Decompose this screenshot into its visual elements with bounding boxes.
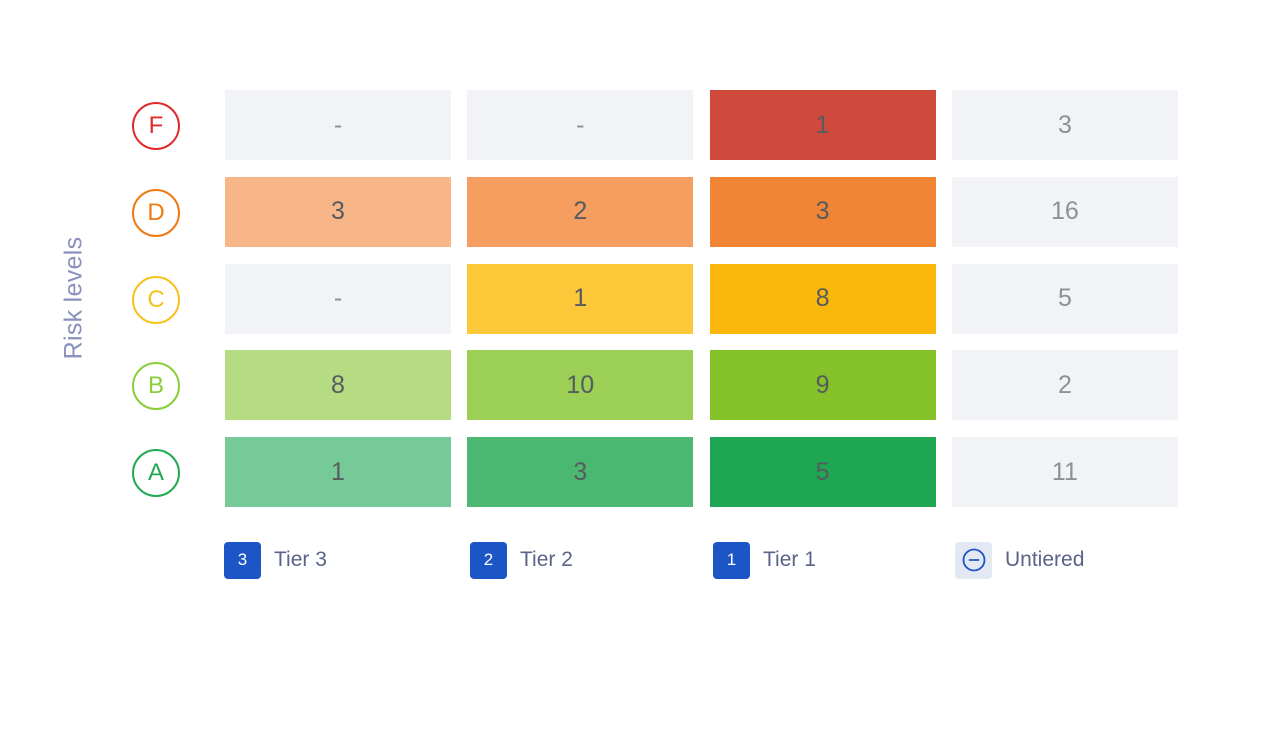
- risk-level-badge-b: B: [132, 362, 180, 411]
- heatmap-cell-b-tier-1[interactable]: 9: [709, 350, 936, 421]
- y-axis-label: Risk levels: [59, 236, 88, 360]
- risk-level-badge-a: A: [132, 449, 180, 498]
- legend-item-tier-3: 3 Tier 3: [224, 541, 327, 579]
- heatmap-cell-d-tier-3[interactable]: 3: [225, 176, 451, 247]
- heatmap-cell-a-tier-3[interactable]: 1: [225, 437, 451, 508]
- heatmap-cell-c-tier-3[interactable]: -: [225, 263, 451, 334]
- heatmap-cell-b-tier-3[interactable]: 8: [225, 350, 451, 421]
- heatmap-cell-c-untiered[interactable]: 5: [951, 263, 1178, 334]
- heatmap-cell-d-untiered[interactable]: 16: [951, 176, 1178, 247]
- heatmap-cell-b-untiered[interactable]: 2: [951, 350, 1178, 421]
- heatmap-cell-d-tier-1[interactable]: 3: [709, 176, 936, 247]
- heatmap-cell-c-tier-1[interactable]: 8: [709, 263, 936, 334]
- tier-2-badge-icon: 2: [470, 541, 507, 579]
- legend-label: Tier 1: [763, 548, 816, 571]
- heatmap-cell-c-tier-2[interactable]: 1: [467, 263, 694, 334]
- heatmap-cell-d-tier-2[interactable]: 2: [467, 176, 694, 247]
- legend-label: Tier 2: [520, 548, 573, 571]
- heatmap-cell-f-untiered[interactable]: 3: [951, 90, 1178, 160]
- heatmap-cell-b-tier-2[interactable]: 10: [467, 350, 694, 421]
- tier-1-badge-icon: 1: [713, 541, 750, 579]
- legend-label: Untiered: [1005, 548, 1085, 571]
- legend-item-tier-1: 1 Tier 1: [713, 541, 816, 579]
- heatmap-cell-a-tier-2[interactable]: 3: [467, 437, 694, 508]
- heatmap-cell-f-tier-1[interactable]: 1: [709, 90, 936, 160]
- tier-3-badge-icon: 3: [224, 541, 261, 579]
- heatmap-cell-a-tier-1[interactable]: 5: [709, 437, 936, 508]
- legend-item-tier-2: 2 Tier 2: [470, 541, 573, 579]
- minus-circle-icon: [955, 541, 992, 579]
- heatmap-cell-f-tier-2[interactable]: -: [467, 90, 694, 160]
- risk-level-badge-f: F: [132, 102, 180, 150]
- heatmap-cell-a-untiered[interactable]: 11: [951, 437, 1178, 508]
- legend-item-untiered: Untiered: [955, 541, 1084, 579]
- risk-level-badge-d: D: [132, 188, 180, 237]
- legend-label: Tier 3: [274, 548, 327, 571]
- heatmap-cell-f-tier-3[interactable]: -: [225, 90, 451, 160]
- risk-level-badge-c: C: [132, 275, 180, 324]
